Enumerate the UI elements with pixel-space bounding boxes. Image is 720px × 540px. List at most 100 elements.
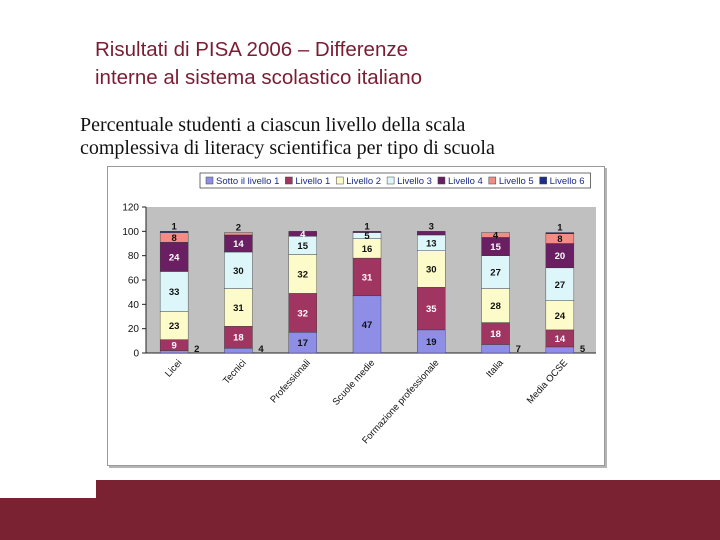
legend-swatch [285, 176, 293, 185]
bar-segment [481, 255, 510, 289]
y-tick-label: 20 [128, 324, 140, 335]
y-tick-label: 80 [128, 251, 140, 262]
data-label: 2 [194, 344, 199, 355]
y-tick-label: 40 [128, 300, 140, 311]
bar-segment [159, 271, 189, 312]
data-label: 13 [426, 238, 437, 249]
title-line-2: interne al sistema scolastico italiano [95, 66, 423, 89]
bar-segment [224, 251, 253, 289]
data-label: 1 [557, 223, 563, 234]
legend-label: Livello 1 [295, 176, 330, 187]
legend-entry: Livello 2 [335, 176, 381, 187]
bar-segment [481, 288, 510, 323]
footer-notch [0, 480, 96, 498]
subtitle-line-1: Percentuale studenti a ciascun livello d… [80, 114, 466, 136]
bar-segment [159, 231, 189, 233]
data-label: 20 [555, 251, 566, 262]
y-tick-label: 60 [128, 276, 140, 287]
bar-segment [545, 232, 575, 234]
data-label: 9 [171, 341, 176, 352]
legend-swatch [539, 176, 547, 185]
legend-entry: Livello 6 [539, 176, 585, 187]
data-label: 27 [555, 280, 566, 291]
x-tick-label: Licei [163, 358, 184, 380]
slide-subtitle: Percentuale studenti a ciascun livello d… [80, 114, 640, 160]
legend-swatch [335, 176, 344, 185]
data-label: 4 [300, 229, 306, 240]
data-label: 3 [429, 221, 434, 232]
bar-segment [159, 311, 189, 340]
x-tick-label: Italia [484, 357, 506, 380]
bar-segment [417, 250, 446, 288]
legend-entry: Livello 3 [386, 176, 432, 187]
legend-entry: Sotto il livello 1 [205, 176, 279, 187]
bar-segment [224, 288, 253, 327]
bar-segment [417, 231, 446, 236]
title-line-1: Risultati di PISA 2006 – Differenze [95, 38, 408, 61]
data-label: 1 [364, 221, 370, 232]
data-label: 4 [493, 230, 499, 241]
x-tick-label: Scuole medie [331, 358, 378, 408]
data-label: 5 [364, 231, 370, 242]
data-label: 14 [555, 334, 566, 345]
x-tick-label: Media OCSE [525, 358, 570, 407]
legend-label: Livello 2 [346, 176, 381, 187]
y-tick-label: 0 [133, 349, 139, 360]
legend-label: Livello 5 [499, 176, 534, 187]
legend-label: Sotto il livello 1 [216, 176, 279, 187]
data-label: 4 [258, 344, 264, 355]
legend-swatch [437, 176, 446, 185]
data-label: 24 [555, 311, 566, 322]
footer-band [0, 498, 720, 540]
legend: Sotto il livello 1 Livello 1 Livello 2 Live… [199, 172, 591, 189]
legend-swatch [488, 176, 497, 185]
x-tick-label: Professionali [268, 358, 313, 406]
data-label: 23 [169, 321, 180, 332]
data-label: 30 [426, 265, 437, 276]
bar-segment [545, 346, 575, 354]
bar-segment [352, 295, 382, 354]
legend-entry: Livello 1 [285, 176, 330, 187]
legend-label: Livello 3 [397, 176, 432, 187]
bar-segment [481, 344, 510, 354]
bar-segment [224, 232, 253, 236]
bar-segment [288, 254, 317, 294]
data-label: 16 [362, 244, 373, 255]
y-tick-label: 120 [122, 203, 139, 214]
bar-segment [288, 293, 317, 333]
bar-segment [224, 347, 253, 354]
data-label: 14 [233, 239, 244, 250]
x-tick-label: Formazione professionale [360, 358, 441, 447]
data-label: 35 [426, 304, 437, 315]
x-tick-label: Tecnici [221, 358, 249, 387]
data-label: 7 [516, 344, 521, 355]
legend-swatch [386, 176, 395, 185]
data-label: 8 [171, 233, 176, 244]
data-label: 15 [297, 241, 308, 252]
data-label: 15 [490, 242, 501, 253]
bar-segment [481, 232, 510, 238]
slide-title: Risultati di PISA 2006 – Differenze inte… [95, 36, 655, 92]
data-label: 32 [297, 269, 308, 280]
bar-segment [159, 242, 189, 272]
legend-label: Livello 6 [550, 176, 585, 187]
data-label: 8 [557, 234, 562, 245]
chart-frame: 0 20 40 60 80 100 120 Sotto il livello 1 Livello… [107, 166, 605, 466]
bar-segment [545, 267, 575, 301]
bar-segment [417, 287, 446, 331]
data-label: 31 [362, 272, 373, 283]
footer-band-top [96, 480, 720, 498]
data-label: 17 [297, 338, 308, 349]
legend-swatch [205, 176, 214, 185]
data-label: 30 [233, 266, 244, 277]
data-label: 27 [490, 268, 501, 279]
data-label: 24 [169, 252, 180, 263]
legend-label: Livello 4 [448, 176, 483, 187]
subtitle-line-2: complessiva di literacy scientifica per … [80, 137, 495, 159]
data-label: 32 [297, 308, 308, 319]
data-label: 28 [490, 301, 501, 312]
y-tick-label: 100 [122, 227, 139, 238]
data-label: 5 [580, 344, 586, 355]
legend-entry: Livello 5 [488, 176, 534, 187]
